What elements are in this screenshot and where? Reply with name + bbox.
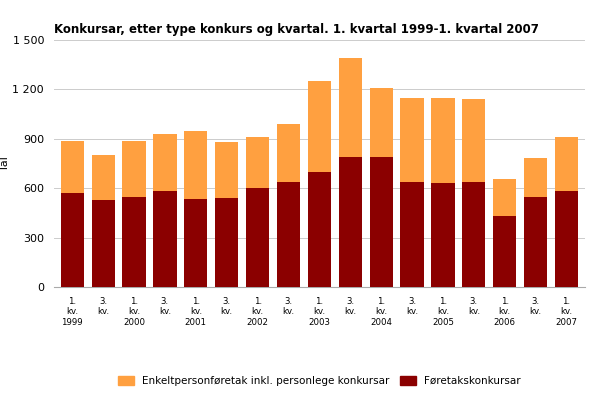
Bar: [122, 198, 146, 287]
Bar: [153, 134, 177, 191]
Bar: [215, 142, 238, 198]
Bar: [184, 130, 207, 199]
Bar: [401, 182, 424, 287]
Bar: [338, 58, 362, 157]
Bar: [122, 141, 146, 198]
Bar: [246, 137, 269, 188]
Bar: [246, 188, 269, 287]
Bar: [61, 140, 84, 193]
Bar: [277, 124, 300, 182]
Bar: [432, 183, 454, 287]
Bar: [493, 179, 516, 216]
Bar: [91, 155, 115, 200]
Bar: [555, 137, 578, 191]
Bar: [524, 198, 547, 287]
Bar: [277, 182, 300, 287]
Bar: [370, 88, 393, 157]
Bar: [184, 199, 207, 287]
Bar: [370, 157, 393, 287]
Bar: [493, 216, 516, 287]
Bar: [462, 99, 485, 182]
Bar: [555, 191, 578, 287]
Bar: [462, 182, 485, 287]
Bar: [61, 193, 84, 287]
Bar: [524, 158, 547, 198]
Bar: [308, 172, 331, 287]
Y-axis label: Tal: Tal: [0, 156, 10, 171]
Text: Konkursar, etter type konkurs og kvartal. 1. kvartal 1999-1. kvartal 2007: Konkursar, etter type konkurs og kvartal…: [54, 23, 538, 36]
Bar: [432, 99, 454, 183]
Bar: [153, 191, 177, 287]
Bar: [308, 81, 331, 172]
Bar: [215, 198, 238, 287]
Bar: [401, 98, 424, 182]
Bar: [338, 157, 362, 287]
Legend: Enkeltpersonføretak inkl. personlege konkursar, Føretakskonkursar: Enkeltpersonføretak inkl. personlege kon…: [114, 371, 525, 390]
Bar: [91, 200, 115, 287]
